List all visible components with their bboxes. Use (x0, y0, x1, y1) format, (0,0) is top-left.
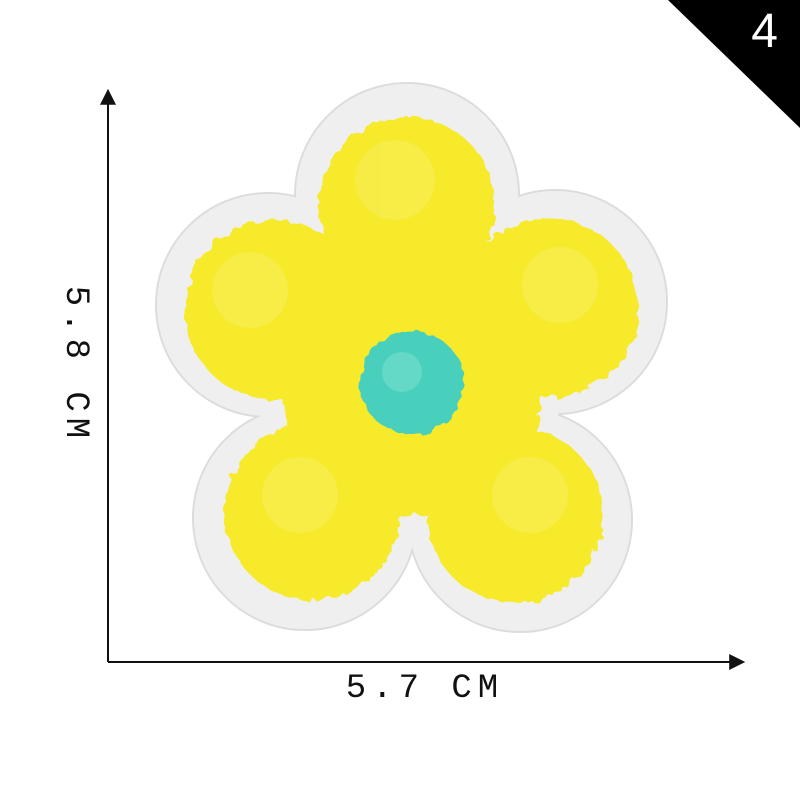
corner-badge (668, 0, 800, 128)
width-label: 5.7 CM (345, 670, 505, 708)
height-label: 5.8 CM (56, 285, 94, 445)
flower-petals (185, 117, 638, 603)
badge-number: 4 (751, 5, 778, 58)
corner-badge-area: 4 (668, 0, 800, 132)
